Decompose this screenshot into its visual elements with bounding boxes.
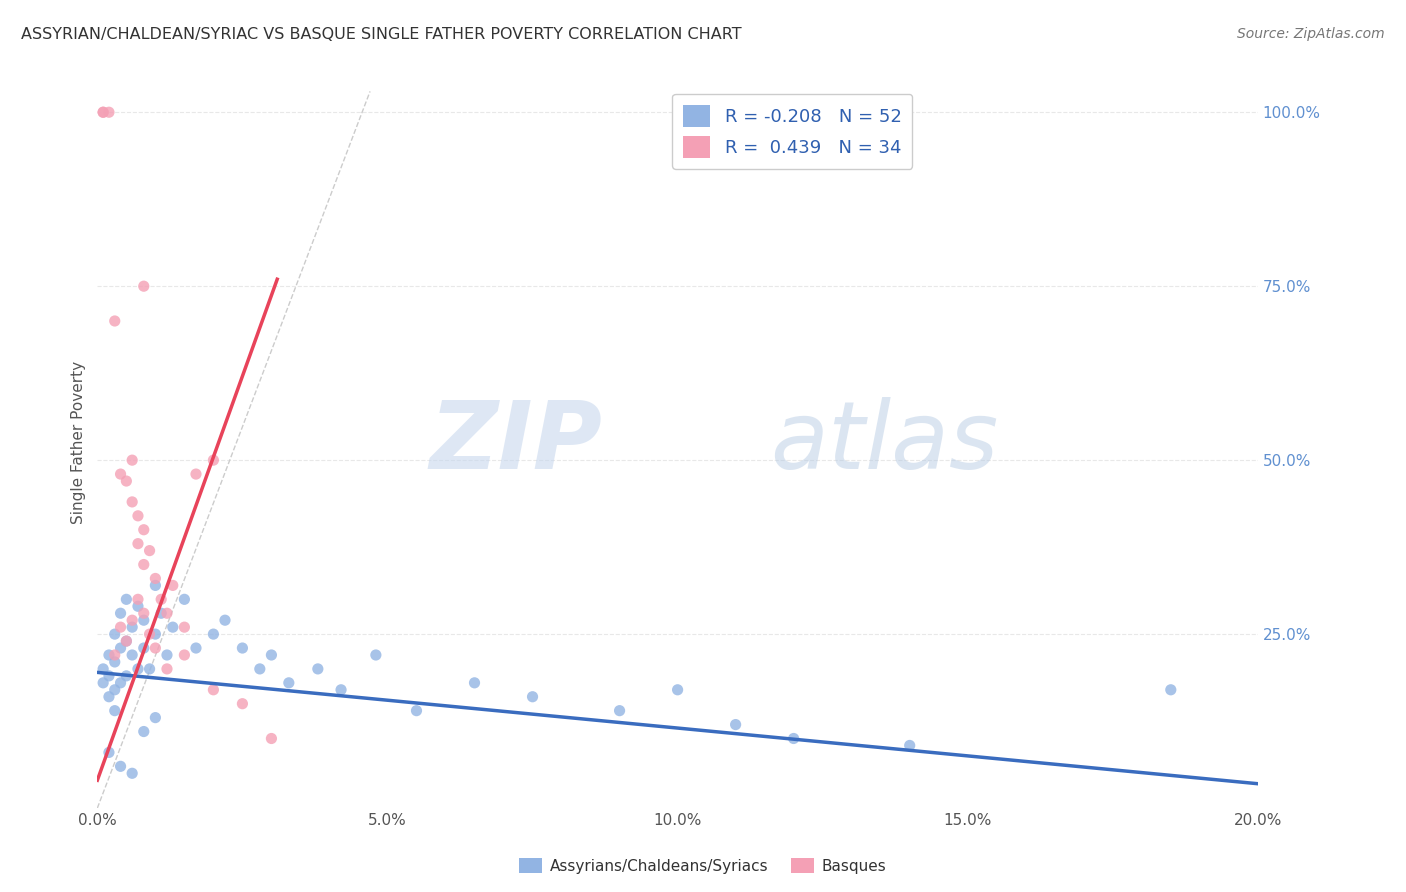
Point [104, 648, 127, 662]
Point [156, 648, 179, 662]
Point [127, 508, 149, 523]
Point [132, 724, 155, 739]
Point [150, 606, 173, 620]
Point [132, 279, 155, 293]
Point [121, 648, 143, 662]
Point [97, 746, 120, 760]
Point [110, 759, 132, 773]
Point [132, 523, 155, 537]
Text: ZIP: ZIP [429, 397, 602, 489]
Point [214, 613, 236, 627]
Point [138, 543, 160, 558]
Point [127, 599, 149, 614]
Point [666, 682, 689, 697]
Text: atlas: atlas [770, 397, 998, 488]
Point [156, 662, 179, 676]
Point [91, 662, 114, 676]
Point [132, 613, 155, 627]
Point [91, 105, 114, 120]
Point [364, 648, 387, 662]
Point [127, 662, 149, 676]
Point [121, 453, 143, 467]
Point [97, 105, 120, 120]
Point [202, 453, 225, 467]
Point [138, 662, 160, 676]
Point [782, 731, 804, 746]
Point [115, 592, 138, 607]
Point [724, 717, 747, 731]
Point [249, 662, 271, 676]
Point [522, 690, 544, 704]
Legend: R = -0.208   N = 52, R =  0.439   N = 34: R = -0.208 N = 52, R = 0.439 N = 34 [672, 94, 912, 169]
Point [132, 606, 155, 620]
Point [150, 592, 173, 607]
Point [121, 613, 143, 627]
Point [115, 669, 138, 683]
Point [121, 495, 143, 509]
Point [307, 662, 329, 676]
Point [173, 592, 195, 607]
Point [110, 676, 132, 690]
Point [173, 620, 195, 634]
Point [104, 682, 127, 697]
Point [260, 731, 283, 746]
Point [231, 697, 253, 711]
Point [121, 620, 143, 634]
Point [173, 648, 195, 662]
Point [277, 676, 299, 690]
Point [463, 676, 485, 690]
Point [162, 620, 184, 634]
Point [104, 655, 127, 669]
Point [202, 627, 225, 641]
Point [104, 314, 127, 328]
Point [609, 704, 631, 718]
Point [156, 606, 179, 620]
Point [231, 640, 253, 655]
Point [121, 766, 143, 780]
Y-axis label: Single Father Poverty: Single Father Poverty [72, 361, 86, 524]
Point [405, 704, 427, 718]
Point [104, 627, 127, 641]
Point [1160, 682, 1182, 697]
Text: ASSYRIAN/CHALDEAN/SYRIAC VS BASQUE SINGLE FATHER POVERTY CORRELATION CHART: ASSYRIAN/CHALDEAN/SYRIAC VS BASQUE SINGL… [21, 27, 742, 42]
Point [330, 682, 353, 697]
Point [115, 474, 138, 488]
Point [127, 592, 149, 607]
Point [260, 648, 283, 662]
Point [145, 711, 167, 725]
Point [145, 578, 167, 592]
Point [132, 558, 155, 572]
Point [110, 640, 132, 655]
Point [145, 571, 167, 585]
Point [91, 105, 114, 120]
Point [184, 467, 207, 481]
Point [104, 704, 127, 718]
Point [145, 627, 167, 641]
Point [145, 640, 167, 655]
Point [91, 676, 114, 690]
Point [97, 669, 120, 683]
Point [184, 640, 207, 655]
Point [127, 536, 149, 550]
Point [110, 620, 132, 634]
Text: Source: ZipAtlas.com: Source: ZipAtlas.com [1237, 27, 1385, 41]
Point [115, 634, 138, 648]
Point [132, 640, 155, 655]
Point [898, 739, 921, 753]
Point [202, 682, 225, 697]
Point [97, 648, 120, 662]
Legend: Assyrians/Chaldeans/Syriacs, Basques: Assyrians/Chaldeans/Syriacs, Basques [513, 852, 893, 880]
Point [110, 606, 132, 620]
Point [97, 690, 120, 704]
Point [115, 634, 138, 648]
Point [110, 467, 132, 481]
Point [138, 627, 160, 641]
Point [162, 578, 184, 592]
